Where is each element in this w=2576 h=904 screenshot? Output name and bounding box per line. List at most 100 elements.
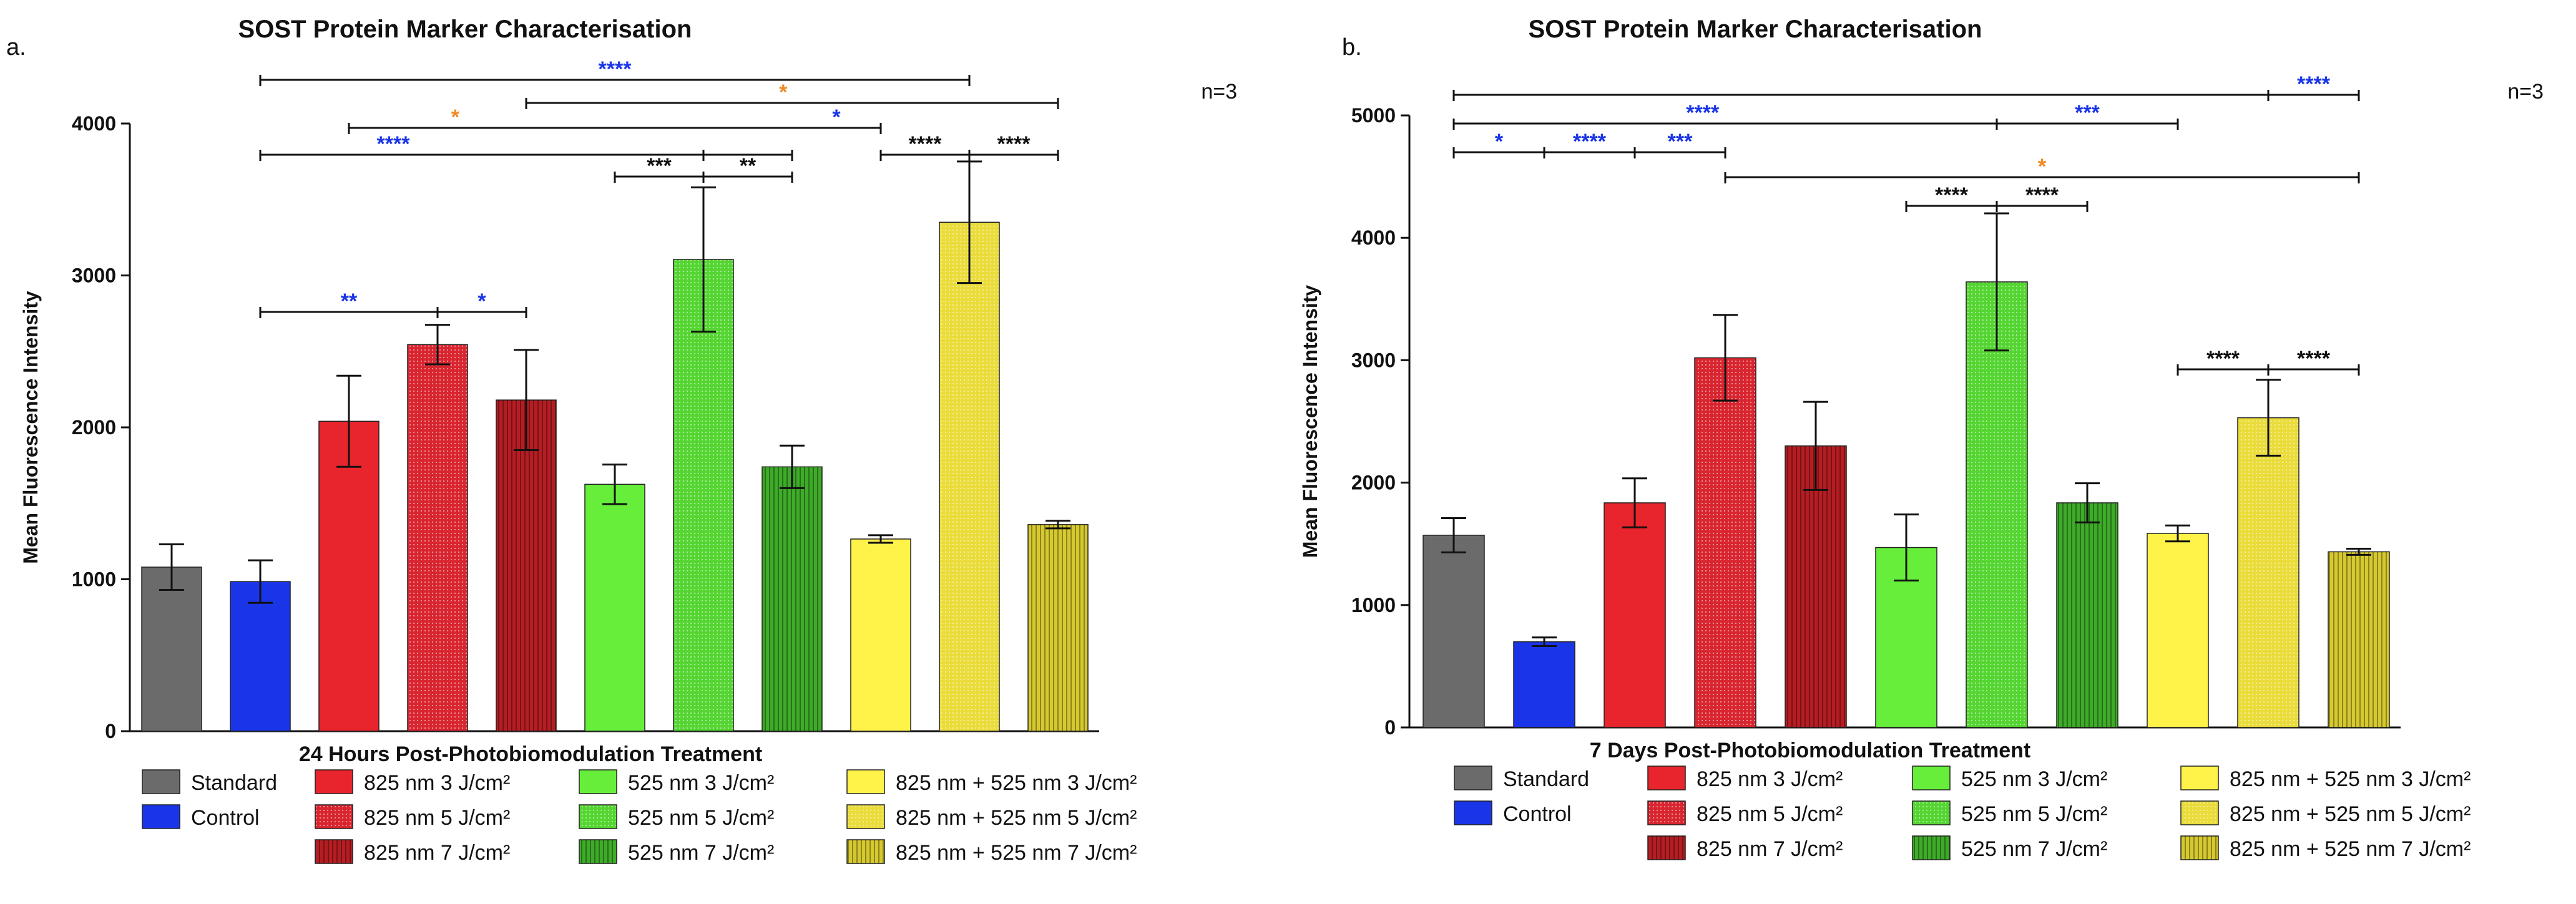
legend-label: 525 nm 3 J/cm² xyxy=(628,771,774,795)
legend-swatch xyxy=(142,804,180,829)
x-axis-label: 24 Hours Post-Photobiomodulation Treatme… xyxy=(299,742,762,766)
significance-marker: **** xyxy=(2297,347,2331,371)
chart-title: SOST Protein Marker Characterisation xyxy=(1529,16,1982,43)
y-tick-label: 5000 xyxy=(1351,104,1396,127)
legend-label: 525 nm 5 J/cm² xyxy=(1961,802,2107,826)
legend-swatch xyxy=(2180,765,2219,790)
bar xyxy=(496,399,557,732)
significance-marker: **** xyxy=(909,132,943,156)
bar xyxy=(1966,281,2028,728)
bar xyxy=(762,466,823,732)
significance-marker: **** xyxy=(377,132,411,156)
significance-marker: ** xyxy=(341,289,358,313)
y-tick-label: 2000 xyxy=(72,416,116,439)
panel-label: b. xyxy=(1342,34,1362,61)
significance-marker: **** xyxy=(1686,101,1720,125)
legend-label: 825 nm 3 J/cm² xyxy=(1697,767,1843,791)
legend-label: Control xyxy=(1503,802,1572,826)
legend-swatch xyxy=(315,804,353,829)
bar xyxy=(2328,551,2390,728)
y-tick-label: 1000 xyxy=(72,568,116,591)
y-tick-label: 3000 xyxy=(72,265,116,287)
legend-swatch xyxy=(1647,800,1686,825)
bar xyxy=(1604,502,1666,728)
significance-marker: *** xyxy=(647,154,672,178)
legend-swatch xyxy=(142,769,180,794)
legend-swatch xyxy=(1454,765,1492,790)
bar xyxy=(1785,445,1847,728)
significance-marker: **** xyxy=(997,132,1031,156)
y-tick-label: 0 xyxy=(105,720,116,742)
bar xyxy=(318,420,380,732)
n-label: n=3 xyxy=(2507,80,2544,104)
bar xyxy=(1513,641,1575,728)
significance-marker: **** xyxy=(599,57,632,81)
bar xyxy=(1027,524,1089,732)
x-axis-label: 7 Days Post-Photobiomodulation Treatment xyxy=(1590,739,2031,762)
bar xyxy=(230,581,291,732)
significance-marker: **** xyxy=(1573,130,1607,153)
legend-label: 825 nm 3 J/cm² xyxy=(364,771,510,795)
significance-marker: * xyxy=(477,289,486,313)
significance-marker: * xyxy=(832,105,841,129)
panel-a: a. SOST Protein Marker Characterisation n=… xyxy=(6,16,1237,865)
y-tick-label: 4000 xyxy=(72,112,116,135)
significance-marker: *** xyxy=(1668,130,1693,153)
legend-swatch xyxy=(579,804,617,829)
legend-swatch xyxy=(846,804,885,829)
legend-label: Standard xyxy=(1503,767,1589,791)
chart-title: SOST Protein Marker Characterisation xyxy=(238,16,692,43)
significance-marker: **** xyxy=(2206,347,2240,371)
legend-label: 825 nm + 525 nm 7 J/cm² xyxy=(896,841,1137,865)
panel-label: a. xyxy=(6,34,26,61)
legend-label: 825 nm + 525 nm 3 J/cm² xyxy=(2230,767,2471,791)
significance-marker: * xyxy=(2038,155,2047,178)
legend-swatch xyxy=(1454,800,1492,825)
bar xyxy=(141,566,202,732)
legend-label: 825 nm + 525 nm 3 J/cm² xyxy=(896,771,1137,795)
legend-swatch xyxy=(1912,765,1951,790)
bar xyxy=(407,344,468,732)
legend-swatch xyxy=(1912,835,1951,860)
legend-label: 825 nm 7 J/cm² xyxy=(1697,837,1843,861)
legend-label: 825 nm + 525 nm 5 J/cm² xyxy=(2230,802,2471,826)
bar xyxy=(2237,417,2299,728)
legend-label: 525 nm 5 J/cm² xyxy=(628,806,774,830)
y-tick-label: 4000 xyxy=(1351,226,1396,249)
legend-label: 525 nm 7 J/cm² xyxy=(1961,837,2107,861)
legend-label: 525 nm 7 J/cm² xyxy=(628,841,774,865)
bar xyxy=(850,538,911,732)
legend-label: 825 nm + 525 nm 7 J/cm² xyxy=(2230,837,2471,861)
y-tick-label: 2000 xyxy=(1351,472,1396,494)
legend-label: 825 nm 7 J/cm² xyxy=(364,841,510,865)
legend-swatch xyxy=(1647,835,1686,860)
legend-swatch xyxy=(579,839,617,864)
legend-label: 825 nm 5 J/cm² xyxy=(364,806,510,830)
legend-label: 825 nm + 525 nm 5 J/cm² xyxy=(896,806,1137,830)
significance-marker: * xyxy=(451,105,460,129)
n-label: n=3 xyxy=(1201,80,1237,104)
bar xyxy=(2056,502,2118,728)
legend-swatch xyxy=(2180,835,2219,860)
significance-marker: ** xyxy=(740,154,757,178)
bar xyxy=(939,221,1000,732)
legend-swatch xyxy=(579,769,617,794)
significance-marker: **** xyxy=(2297,72,2331,96)
y-tick-label: 0 xyxy=(1384,716,1396,739)
legend-swatch xyxy=(846,769,885,794)
legend-label: 825 nm 5 J/cm² xyxy=(1697,802,1843,826)
significance-marker: **** xyxy=(1935,183,1969,207)
significance-marker: * xyxy=(779,80,788,104)
legend-swatch xyxy=(315,769,353,794)
legend-label: Standard xyxy=(191,771,277,795)
y-axis-label: Mean Fluorescence Intensity xyxy=(19,291,42,564)
bar xyxy=(584,484,645,732)
legend-swatch xyxy=(846,839,885,864)
bar xyxy=(673,259,734,732)
bar xyxy=(1694,357,1756,728)
y-tick-label: 3000 xyxy=(1351,349,1396,371)
legend-swatch xyxy=(2180,800,2219,825)
significance-marker: * xyxy=(1495,130,1504,153)
y-tick-label: 1000 xyxy=(1351,594,1396,616)
